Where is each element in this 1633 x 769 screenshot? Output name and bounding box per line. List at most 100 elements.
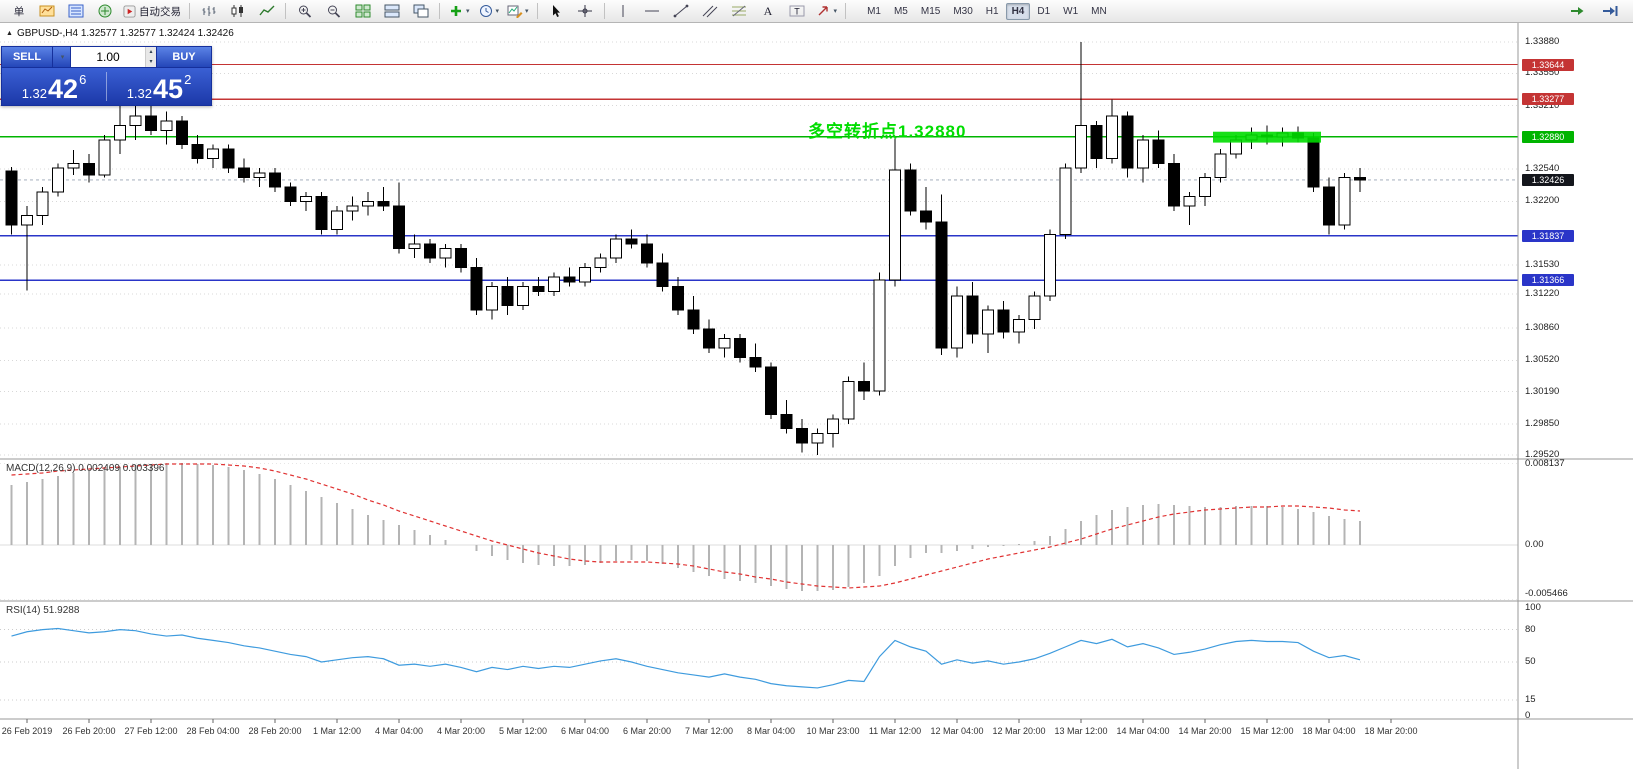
- price-axis-label: 1.31220: [1525, 288, 1560, 300]
- toolbar-separator: [845, 3, 847, 19]
- price-axis-label: 1.32540: [1525, 163, 1560, 175]
- price-axis-label: 15: [1525, 693, 1536, 705]
- price-axis-label: 100: [1525, 602, 1541, 613]
- time-axis-label: 7 Mar 12:00: [684, 726, 734, 736]
- timeframe-m15-button[interactable]: M15: [920, 5, 941, 17]
- price-axis-label: 80: [1525, 623, 1536, 635]
- timeframe-h4-button[interactable]: H4: [1005, 2, 1031, 20]
- price-axis-label: 50: [1525, 656, 1536, 667]
- cascade-icon[interactable]: [407, 1, 434, 22]
- timeframe-mn-button[interactable]: MN: [1091, 5, 1107, 17]
- time-axis-label: 5 Mar 12:00: [498, 726, 548, 736]
- time-axis-label: 4 Mar 20:00: [436, 726, 486, 736]
- chevron-down-icon: ▾: [833, 8, 838, 15]
- volume-input[interactable]: [71, 47, 146, 67]
- volume-field: ▴ ▾: [71, 46, 157, 68]
- channel-icon[interactable]: [697, 1, 724, 22]
- crosshair-icon[interactable]: [572, 1, 599, 22]
- arrows-icon[interactable]: ▾: [813, 1, 841, 22]
- indicators-icon[interactable]: ▾: [445, 1, 473, 22]
- trade-panel-controls: SELL ▾ ▴ ▾ BUY: [1, 46, 212, 68]
- trendline-icon[interactable]: [668, 1, 695, 22]
- bar-chart-icon[interactable]: [195, 1, 222, 22]
- price-chart-canvas[interactable]: [0, 23, 1633, 769]
- timeframe-h1-button[interactable]: H1: [985, 5, 999, 17]
- candlestick-chart-icon[interactable]: [224, 1, 251, 22]
- text-icon[interactable]: A: [755, 1, 782, 22]
- timeframe-toolbar: M1 M5 M15 M30 H1 H4 D1 W1 MN: [861, 2, 1113, 20]
- line-chart-icon[interactable]: [253, 1, 280, 22]
- timeframe-m1-button[interactable]: M1: [867, 5, 881, 17]
- zoom-in-icon[interactable]: [291, 1, 318, 22]
- buy-price[interactable]: 1.32 45 2: [107, 68, 211, 105]
- timeframe-m30-button[interactable]: M30: [953, 5, 973, 17]
- horizontal-line-icon[interactable]: [639, 1, 666, 22]
- auto-arrange-icon[interactable]: [378, 1, 405, 22]
- time-axis-label: 18 Mar 04:00: [1302, 726, 1356, 736]
- price-axis[interactable]: 1.33880 1.33550 1.33210 1.32540 1.32200 1.315…: [1519, 23, 1633, 769]
- price-axis-label: 1.32200: [1525, 195, 1560, 207]
- buy-button[interactable]: BUY: [157, 46, 212, 68]
- turning-point-annotation: 多空转折点1.32880: [808, 122, 967, 141]
- volume-stepper: ▴ ▾: [145, 47, 156, 67]
- symbol-ohlc-text: GBPUSD-,H4 1.32577 1.32577 1.32424 1.324…: [16, 28, 234, 39]
- svg-text:A: A: [764, 4, 773, 18]
- current-price-badge: 1.32426: [1522, 173, 1574, 186]
- price-line-badge: 1.33277: [1522, 93, 1574, 106]
- chart-shift-icon[interactable]: [1596, 1, 1623, 22]
- text-label-icon[interactable]: T: [784, 1, 811, 22]
- time-axis-label: 12 Mar 04:00: [930, 726, 984, 736]
- fibonacci-icon[interactable]: [726, 1, 753, 22]
- sell-price[interactable]: 1.32 42 6: [2, 68, 106, 105]
- rsi-indicator-label: RSI(14) 51.9288: [6, 605, 80, 616]
- toolbar-right-group: [1563, 1, 1629, 22]
- toolbar-separator: [536, 3, 538, 19]
- trade-panel-prices: 1.32 42 6 1.32 45 2: [1, 68, 212, 106]
- timeframe-m5-button[interactable]: M5: [893, 5, 908, 17]
- vertical-line-icon[interactable]: [610, 1, 637, 22]
- new-order-button[interactable]: 单: [4, 1, 31, 22]
- charts-icon[interactable]: [33, 1, 60, 22]
- buy-price-prefix: 1.32: [126, 86, 153, 101]
- price-axis-label: 1.30520: [1525, 354, 1560, 366]
- sell-button[interactable]: SELL: [1, 46, 53, 68]
- price-axis-label: 1.30860: [1525, 322, 1560, 334]
- chart-area[interactable]: ▲ GBPUSD-,H4 1.32577 1.32577 1.32424 1.3…: [0, 23, 1633, 769]
- trade-options-dropdown[interactable]: ▾: [53, 46, 71, 68]
- chevron-down-icon: ▾: [495, 8, 500, 15]
- auto-trading-button[interactable]: 自动交易: [120, 1, 184, 22]
- zoom-out-icon[interactable]: [320, 1, 347, 22]
- sell-price-big: 42: [48, 74, 79, 104]
- time-axis-label: 12 Mar 20:00: [992, 726, 1046, 736]
- toolbar-separator: [439, 3, 440, 19]
- timeframe-d1-button[interactable]: D1: [1037, 5, 1051, 17]
- time-axis[interactable]: 26 Feb 2019 26 Feb 20:00 27 Feb 12:00 28 Fe…: [0, 720, 1518, 742]
- time-axis-label: 26 Feb 2019: [1, 726, 53, 736]
- tile-windows-icon[interactable]: [349, 1, 376, 22]
- chevron-down-icon: ▾: [525, 8, 529, 15]
- price-line-badge: 1.32880: [1522, 130, 1574, 143]
- price-axis-label: 1.33550: [1525, 67, 1560, 79]
- toolbar-separator: [603, 3, 605, 19]
- timeframe-w1-button[interactable]: W1: [1063, 5, 1079, 17]
- time-axis-label: 1 Mar 12:00: [312, 726, 362, 736]
- periods-icon[interactable]: ▾: [475, 1, 503, 22]
- one-click-trading-panel: SELL ▾ ▴ ▾ BUY 1.32 42 6: [1, 46, 212, 106]
- sell-price-sup: 6: [79, 72, 87, 87]
- svg-text:T: T: [794, 7, 800, 17]
- market-watch-icon[interactable]: [62, 1, 89, 22]
- volume-up-button[interactable]: ▴: [146, 47, 156, 57]
- time-axis-label: 8 Mar 04:00: [746, 726, 796, 736]
- sell-price-prefix: 1.32: [21, 86, 48, 101]
- templates-icon[interactable]: ▾: [504, 1, 532, 22]
- price-line-badge: 1.31366: [1522, 274, 1574, 287]
- volume-down-button[interactable]: ▾: [146, 57, 156, 67]
- navigator-icon[interactable]: [91, 1, 118, 22]
- time-axis-label: 26 Feb 20:00: [62, 726, 116, 736]
- time-axis-label: 11 Mar 12:00: [868, 726, 922, 736]
- cursor-icon[interactable]: [543, 1, 570, 22]
- price-axis-label: -0.005466: [1525, 588, 1568, 599]
- auto-scroll-icon[interactable]: [1563, 1, 1590, 22]
- macd-indicator-label: MACD(12,26,9) 0.002409 0.003396: [6, 463, 165, 474]
